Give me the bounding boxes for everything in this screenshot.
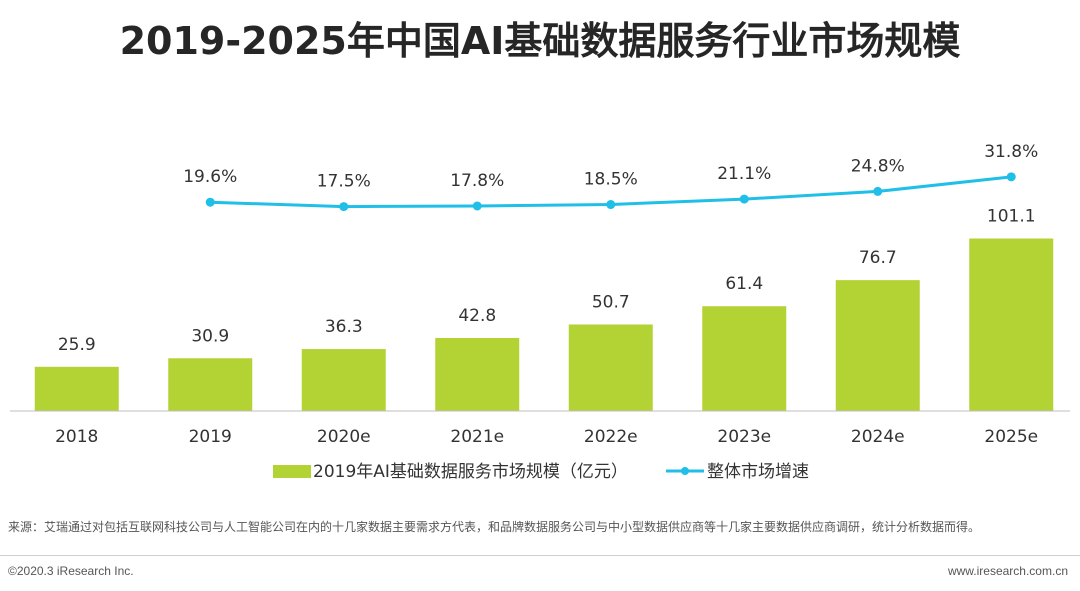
- legend-line-marker: [681, 467, 689, 475]
- growth-value-label: 17.5%: [317, 172, 371, 192]
- legend-line-label: 整体市场增速: [707, 462, 809, 482]
- bar-2019: [168, 358, 253, 411]
- bar-value-label: 42.8: [458, 306, 496, 326]
- growth-line-group: 19.6% 17.5% 17.8% 18.5% 21.1% 24.8% 31.8%: [183, 142, 1038, 212]
- x-tick-label: 2018: [55, 427, 98, 447]
- footer-divider: [0, 555, 1080, 556]
- chart-title: 2019-2025年中国AI基础数据服务行业市场规模: [119, 19, 961, 63]
- x-tick-label: 2021e: [450, 427, 504, 447]
- growth-point-2021e: [472, 201, 482, 211]
- copyright-text: ©2020.3 iResearch Inc.: [8, 564, 134, 578]
- x-tick-label: 2025e: [984, 427, 1038, 447]
- x-tick-labels-group: 2018 2019 2020e 2021e 2022e 2023e 2024e 2025e: [55, 427, 1038, 447]
- growth-value-label: 18.5%: [584, 170, 638, 190]
- bar-value-label: 101.1: [987, 207, 1036, 227]
- growth-value-label: 31.8%: [984, 142, 1038, 162]
- bars-group: [34, 238, 1054, 411]
- x-tick-label: 2024e: [851, 427, 905, 447]
- bar-2021e: [435, 337, 520, 411]
- bar-value-label: 25.9: [58, 335, 96, 355]
- x-tick-label: 2023e: [717, 427, 771, 447]
- legend: 2019年AI基础数据服务市场规模（亿元） 整体市场增速: [273, 462, 809, 482]
- bar-2018: [34, 366, 119, 411]
- bar-2024e: [835, 280, 920, 411]
- source-note: 来源：艾瑞通过对包括互联网科技公司与人工智能公司在内的十几家数据主要需求方代表，…: [8, 520, 981, 534]
- growth-value-label: 21.1%: [717, 164, 771, 184]
- bar-value-label: 76.7: [859, 248, 897, 268]
- bar-value-label: 50.7: [592, 292, 630, 312]
- bar-value-label: 36.3: [325, 317, 363, 337]
- website-url: www.iresearch.com.cn: [947, 564, 1068, 578]
- growth-value-label: 24.8%: [851, 156, 905, 176]
- legend-bar-label: 2019年AI基础数据服务市场规模（亿元）: [313, 462, 628, 482]
- growth-point-2022e: [606, 200, 616, 210]
- bar-2025e: [969, 238, 1054, 411]
- growth-value-label: 19.6%: [183, 167, 237, 187]
- growth-point-2024e: [873, 186, 883, 196]
- bar-2023e: [702, 306, 787, 411]
- legend-bar-swatch: [273, 465, 311, 478]
- growth-point-2023e: [739, 194, 749, 204]
- bar-2022e: [568, 324, 653, 411]
- bar-value-label: 61.4: [725, 274, 763, 294]
- growth-value-label: 17.8%: [450, 171, 504, 191]
- x-tick-label: 2019: [189, 427, 232, 447]
- growth-point-2019: [205, 197, 215, 207]
- x-tick-label: 2022e: [584, 427, 638, 447]
- bar-value-label: 30.9: [191, 326, 229, 346]
- bar-2020e: [301, 349, 386, 411]
- x-tick-label: 2020e: [317, 427, 371, 447]
- bar-labels-group: 25.9 30.9 36.3 42.8 50.7 61.4 76.7 101.1: [58, 207, 1036, 355]
- growth-point-2020e: [339, 202, 349, 212]
- growth-point-2025e: [1006, 172, 1016, 182]
